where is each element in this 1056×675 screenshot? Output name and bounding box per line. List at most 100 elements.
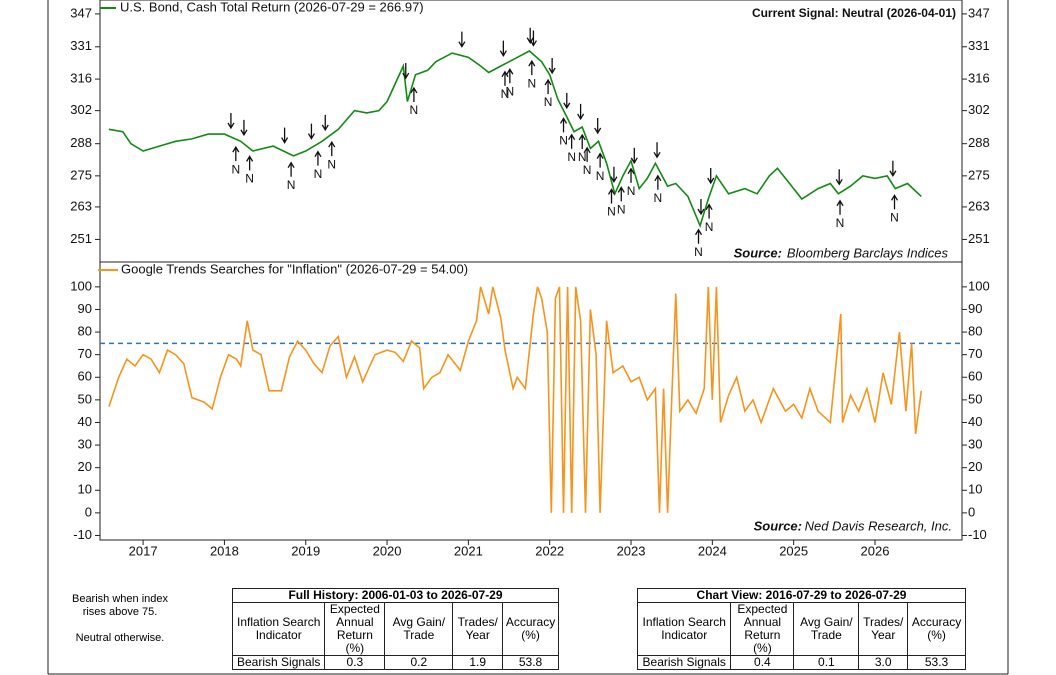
- arrow-shape: [578, 133, 586, 149]
- arrow-shape: [314, 150, 322, 166]
- column-header: Accuracy (%): [907, 602, 966, 656]
- x-tick-label: 2019: [291, 543, 320, 558]
- y-tick-label: 275: [968, 167, 990, 182]
- stats-table: Full History: 2006-01-03 to 2026-07-29 I…: [231, 588, 559, 670]
- signal-arrow: [529, 30, 537, 47]
- signal-arrow: [328, 140, 336, 157]
- signal-arrow: [705, 203, 713, 219]
- signal-label: N: [327, 157, 336, 171]
- arrow-shape: [307, 123, 315, 140]
- y-tick-label: 10: [968, 482, 982, 497]
- signal-arrow: [630, 147, 638, 165]
- arrow-shape: [705, 203, 713, 219]
- arrow-shape: [835, 169, 843, 186]
- y-tick-label: 20: [968, 459, 982, 474]
- signal-arrow: [607, 188, 616, 204]
- column-header: Accuracy (%): [502, 602, 559, 656]
- signal-arrow: [563, 92, 571, 110]
- signal-arrow: [889, 160, 897, 178]
- source-label: Source:: [734, 245, 782, 260]
- signal-label: N: [596, 169, 605, 183]
- column-header: Expected Annual Return (%): [324, 602, 386, 656]
- series-line: [108, 50, 922, 229]
- y-tick-label: 50: [78, 391, 92, 406]
- y-tick-label: 30: [78, 437, 92, 452]
- arrow-shape: [287, 161, 295, 177]
- column-header: Inflation Search Indicator: [231, 602, 326, 656]
- y-tick-label: 40: [968, 414, 982, 429]
- cell: 0.3: [324, 655, 386, 670]
- arrow-shape: [548, 57, 556, 75]
- arrow-shape: [694, 228, 703, 244]
- signal-arrow: [240, 119, 248, 137]
- y-tick-label: 80: [968, 324, 982, 339]
- column-header: Trades/ Year: [452, 602, 504, 656]
- y-tick-label: 263: [968, 198, 990, 213]
- signal-label: N: [627, 184, 636, 198]
- y-tick-label: 347: [70, 5, 92, 20]
- x-tick-label: 2021: [454, 543, 483, 558]
- legend-label: Google Trends Searches for "Inflation" (…: [121, 261, 468, 276]
- column-header: Inflation Search Indicator: [636, 602, 732, 656]
- arrow-shape: [610, 166, 618, 183]
- arrow-shape: [528, 59, 536, 76]
- x-tick-label: 2024: [698, 543, 727, 558]
- y-tick-label: 0: [968, 504, 975, 519]
- signal-arrow: [890, 194, 899, 210]
- signal-arrow: [544, 78, 552, 95]
- signal-arrow: [410, 86, 418, 102]
- arrow-shape: [607, 188, 616, 204]
- signal-arrow: [402, 63, 410, 80]
- y-tick-label: 316: [968, 71, 990, 86]
- signal-arrow: [548, 57, 556, 75]
- signal-arrow: [707, 167, 715, 185]
- note-text: Neutral otherwise.: [75, 632, 165, 644]
- y-tick-label: 10: [78, 482, 92, 497]
- cell: 0.4: [730, 655, 795, 670]
- signal-arrow: [617, 186, 625, 202]
- signal-label: N: [617, 203, 626, 217]
- signal-label: N: [314, 167, 323, 181]
- signal-label: N: [607, 205, 616, 219]
- x-tick-label: 2017: [129, 543, 158, 558]
- current-signal: Current Signal: Neutral (2026-04-01): [752, 6, 956, 20]
- signal-label: N: [654, 191, 663, 205]
- arrow-shape: [889, 160, 897, 178]
- arrow-shape: [697, 198, 705, 216]
- signal-arrow: [583, 146, 591, 162]
- y-tick-label: 20: [78, 459, 92, 474]
- arrow-shape: [232, 145, 240, 162]
- y-tick-label: -10: [968, 527, 987, 542]
- source-label: Source:: [754, 518, 802, 533]
- y-tick-label: 251: [968, 231, 990, 246]
- cell: Bearish Signals: [231, 655, 326, 670]
- arrow-shape: [529, 30, 537, 47]
- x-tick-label: 2023: [617, 543, 646, 558]
- column-header: Expected Annual Return (%): [730, 602, 795, 656]
- signal-arrow: [836, 199, 844, 215]
- y-tick-label: 288: [70, 135, 92, 150]
- arrow-shape: [630, 147, 638, 165]
- signal-arrow: [594, 117, 602, 135]
- arrow-shape: [617, 186, 625, 202]
- arrow-shape: [281, 127, 289, 144]
- signal-label: N: [559, 134, 568, 148]
- y-tick-label: 80: [78, 324, 92, 339]
- y-tick-label: 40: [78, 414, 92, 429]
- x-tick-label: 2020: [373, 543, 402, 558]
- cell: 53.8: [502, 655, 559, 670]
- cell: Bearish Signals: [636, 655, 732, 670]
- signal-arrow: [281, 127, 289, 144]
- signal-arrow: [227, 112, 235, 130]
- cell: 0.2: [384, 655, 454, 670]
- y-tick-label: 347: [968, 5, 990, 20]
- signal-arrow: [697, 198, 705, 216]
- arrow-shape: [328, 140, 336, 157]
- signal-arrow: [835, 169, 843, 186]
- signal-arrow: [499, 40, 507, 57]
- arrow-shape: [596, 152, 604, 168]
- signal-arrow: [314, 150, 322, 166]
- arrow-shape: [246, 155, 254, 171]
- arrow-shape: [544, 78, 552, 95]
